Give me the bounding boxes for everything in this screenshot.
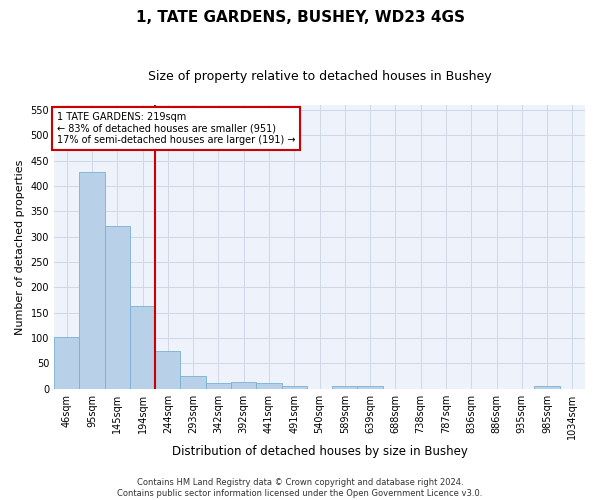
Text: 1, TATE GARDENS, BUSHEY, WD23 4GS: 1, TATE GARDENS, BUSHEY, WD23 4GS: [136, 10, 464, 25]
Bar: [281, 386, 307, 389]
Title: Size of property relative to detached houses in Bushey: Size of property relative to detached ho…: [148, 70, 491, 83]
Bar: [535, 386, 560, 389]
Y-axis label: Number of detached properties: Number of detached properties: [15, 159, 25, 334]
Bar: [256, 384, 281, 389]
Bar: [130, 306, 155, 389]
Bar: [54, 336, 79, 389]
Text: Contains HM Land Registry data © Crown copyright and database right 2024.
Contai: Contains HM Land Registry data © Crown c…: [118, 478, 482, 498]
Bar: [79, 172, 104, 389]
Bar: [104, 226, 130, 389]
Bar: [155, 351, 181, 389]
Bar: [231, 382, 256, 389]
X-axis label: Distribution of detached houses by size in Bushey: Distribution of detached houses by size …: [172, 444, 467, 458]
Bar: [181, 376, 206, 389]
Bar: [358, 386, 383, 389]
Text: 1 TATE GARDENS: 219sqm
← 83% of detached houses are smaller (951)
17% of semi-de: 1 TATE GARDENS: 219sqm ← 83% of detached…: [56, 112, 295, 146]
Bar: [332, 386, 358, 389]
Bar: [206, 384, 231, 389]
